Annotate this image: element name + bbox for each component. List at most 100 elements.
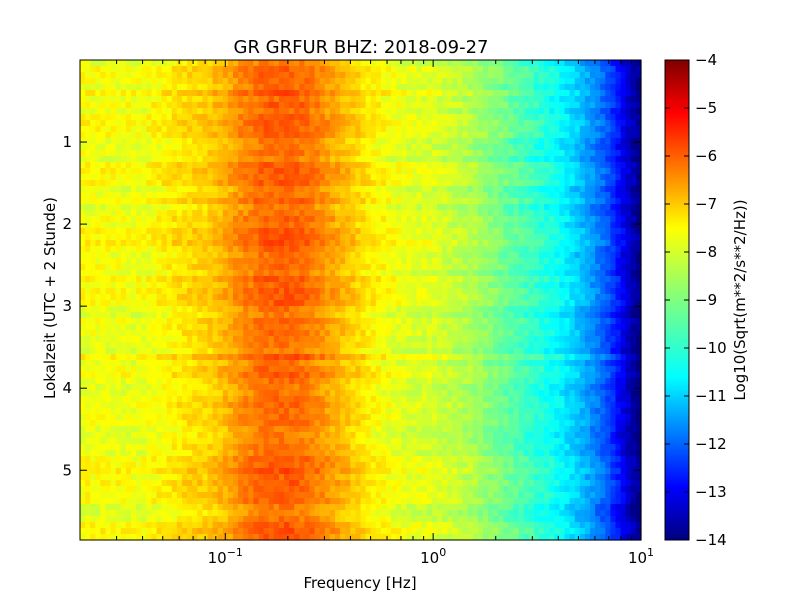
heatmap-cell: [284, 210, 290, 217]
heatmap-cell: [268, 330, 275, 337]
heatmap-cell: [462, 258, 469, 265]
heatmap-cell: [238, 228, 244, 235]
heatmap-cell: [340, 228, 346, 235]
heatmap-cell: [498, 144, 504, 151]
heatmap-cell: [340, 252, 346, 259]
heatmap-cell: [319, 84, 326, 91]
heatmap-cell: [569, 96, 576, 103]
heatmap-cell: [386, 222, 392, 229]
heatmap-cell: [590, 240, 596, 247]
heatmap-cell: [554, 90, 560, 97]
heatmap-cell: [437, 204, 443, 211]
heatmap-cell: [442, 306, 448, 313]
heatmap-cell: [105, 240, 112, 247]
heatmap-cell: [273, 258, 280, 265]
heatmap-cell: [304, 198, 311, 205]
heatmap-cell: [375, 228, 382, 235]
heatmap-cell: [472, 108, 479, 115]
heatmap-cell: [528, 120, 535, 127]
heatmap-cell: [380, 150, 387, 157]
heatmap-cell: [401, 186, 407, 193]
heatmap-cell: [110, 120, 117, 127]
heatmap-cell: [85, 60, 91, 67]
heatmap-cell: [498, 126, 504, 133]
heatmap-cell: [146, 234, 152, 241]
heatmap-cell: [579, 60, 586, 67]
heatmap-cell: [615, 96, 622, 103]
heatmap-cell: [615, 174, 622, 181]
heatmap-cell: [615, 270, 622, 277]
heatmap-cell: [605, 150, 611, 157]
heatmap-cell: [503, 84, 509, 91]
heatmap-cell: [324, 174, 331, 181]
heatmap-cell: [340, 312, 346, 319]
heatmap-cell: [396, 222, 402, 229]
heatmap-cell: [166, 282, 173, 289]
heatmap-cell: [431, 90, 438, 97]
heatmap-cell: [243, 180, 249, 187]
heatmap-cell: [324, 66, 331, 73]
heatmap-cell: [513, 264, 520, 271]
heatmap-cell: [477, 78, 484, 85]
heatmap-cell: [166, 150, 173, 157]
heatmap-cell: [421, 306, 428, 313]
heatmap-cell: [85, 216, 91, 223]
heatmap-cell: [243, 90, 249, 97]
heatmap-cell: [294, 288, 300, 295]
heatmap-cell: [615, 198, 622, 205]
heatmap-cell: [539, 252, 545, 259]
heatmap-cell: [554, 306, 560, 313]
heatmap-cell: [523, 222, 530, 229]
heatmap-cell: [161, 114, 168, 121]
heatmap-cell: [406, 234, 413, 241]
heatmap-cell: [462, 144, 469, 151]
heatmap-cell: [579, 240, 586, 247]
heatmap-cell: [437, 270, 443, 277]
heatmap-cell: [630, 264, 637, 271]
heatmap-cell: [401, 198, 407, 205]
heatmap-cell: [625, 84, 632, 91]
heatmap-cell: [222, 252, 229, 259]
heatmap-cell: [528, 180, 535, 187]
heatmap-cell: [202, 240, 209, 247]
heatmap-cell: [222, 120, 229, 127]
heatmap-cell: [554, 120, 560, 127]
heatmap-cell: [166, 138, 173, 145]
heatmap-cell: [518, 192, 525, 199]
heatmap-cell: [105, 246, 112, 253]
heatmap-cell: [559, 216, 566, 223]
heatmap-cell: [605, 234, 611, 241]
heatmap-cell: [467, 66, 474, 73]
heatmap-cell: [569, 246, 576, 253]
heatmap-cell: [635, 174, 642, 181]
heatmap-cell: [579, 162, 586, 169]
heatmap-cell: [431, 222, 438, 229]
heatmap-cell: [355, 210, 362, 217]
heatmap-cell: [564, 324, 571, 331]
heatmap-cell: [345, 300, 351, 307]
heatmap-cell: [528, 240, 535, 247]
heatmap-cell: [161, 264, 168, 271]
heatmap-cell: [238, 252, 244, 259]
heatmap-cell: [391, 78, 397, 85]
heatmap-cell: [539, 78, 545, 85]
heatmap-cell: [579, 234, 586, 241]
heatmap-cell: [125, 312, 132, 319]
heatmap-cell: [600, 228, 606, 235]
heatmap-cell: [192, 78, 198, 85]
heatmap-cell: [120, 132, 127, 139]
heatmap-cell: [370, 288, 377, 295]
heatmap-cell: [222, 114, 229, 121]
heatmap-cell: [579, 270, 586, 277]
heatmap-cell: [620, 240, 627, 247]
heatmap-cell: [100, 90, 107, 97]
heatmap-cell: [335, 222, 341, 229]
heatmap-cell: [493, 96, 499, 103]
heatmap-cell: [227, 330, 234, 337]
heatmap-cell: [498, 204, 504, 211]
heatmap-cell: [426, 138, 433, 145]
heatmap-cell: [197, 294, 203, 301]
heatmap-cell: [360, 234, 367, 241]
heatmap-cell: [253, 60, 260, 67]
heatmap-cell: [156, 84, 163, 91]
